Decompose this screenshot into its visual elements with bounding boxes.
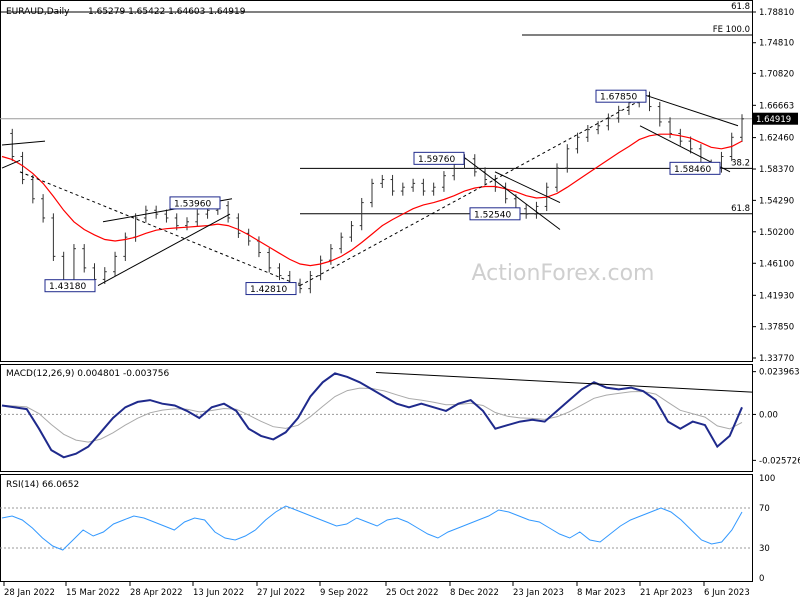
trend-line — [494, 171, 561, 204]
price-annotation-box — [413, 151, 465, 165]
trend-line — [19, 171, 301, 287]
price-y-tick-label: 1.37850 — [759, 323, 794, 333]
trend-line — [299, 94, 651, 286]
last-price-label: 1.64919 — [756, 115, 791, 125]
last-price-box — [753, 112, 798, 125]
rsi-panel — [0, 474, 753, 582]
price-annotation-label: 1.58460 — [674, 165, 711, 175]
rsi-y-tick-label: 70 — [759, 504, 770, 514]
price-y-tick-label: 1.46100 — [759, 259, 794, 269]
trend-line — [97, 213, 231, 286]
trend-line — [1, 140, 46, 146]
x-axis-tick-label: 9 Sep 2022 — [320, 588, 368, 598]
x-axis-tick-label: 28 Apr 2022 — [130, 588, 183, 598]
price-y-tick-label: 1.66663 — [759, 101, 794, 111]
x-axis-tick-label: 6 Jun 2023 — [704, 588, 750, 598]
price-annotation-label: 1.43180 — [49, 282, 86, 292]
price-y-tick-label: 1.74810 — [759, 39, 794, 49]
macd-title: MACD(12,26,9) 0.004801 -0.003756 — [6, 369, 169, 379]
macd-divergence-line — [375, 371, 753, 393]
price-y-tick-label: 1.33770 — [759, 354, 794, 364]
price-layer: 1.78810 1.74810 1.70820 1.66663 1.62460 1.583… — [0, 2, 798, 364]
rsi-layer: 100 70 30 0 — [0, 474, 775, 584]
price-annotation-label: 1.67850 — [600, 93, 637, 103]
trend-line — [644, 94, 739, 127]
watermark: ActionForex.com — [472, 261, 655, 286]
price-annotation-label: 1.59760 — [418, 155, 455, 165]
fib-level-label: 61.8 — [731, 2, 750, 12]
fib-level-label: 38.2 — [731, 158, 750, 168]
x-axis-tick-label: 28 Jan 2022 — [4, 588, 55, 598]
price-annotation-box — [169, 196, 221, 210]
price-y-tick-label: 1.54290 — [759, 196, 794, 206]
price-annotation-label: 1.52540 — [474, 210, 511, 220]
rsi-y-tick-label: 30 — [759, 544, 770, 554]
price-annotation-box — [669, 161, 721, 175]
macd-layer: 0.023963 0.00 -0.025726 — [0, 368, 800, 466]
price-y-tick-label: 1.78810 — [759, 8, 794, 18]
x-axis-tick-label: 27 Jul 2022 — [257, 588, 305, 598]
rsi-y-tick-label: 0 — [759, 574, 764, 584]
rsi-title: RSI(14) 66.0652 — [6, 480, 79, 490]
price-annotation-label: 1.53960 — [174, 199, 211, 209]
macd-panel — [0, 364, 753, 472]
x-axis-tick-label: 21 Apr 2023 — [640, 588, 693, 598]
x-axis-tick-label: 13 Jun 2022 — [193, 588, 244, 598]
price-y-tick-label: 1.41930 — [759, 291, 794, 301]
trend-line — [462, 156, 561, 230]
price-y-tick-label: 1.58370 — [759, 165, 794, 175]
x-axis-tick-label: 25 Oct 2022 — [386, 588, 439, 598]
fib-level-label: 61.8 — [731, 204, 750, 214]
price-annotation-box — [44, 279, 96, 293]
x-axis-tick-label: 15 Mar 2022 — [66, 588, 120, 598]
macd-y-tick-label: 0.00 — [759, 410, 778, 420]
price-annotation-label: 1.42810 — [250, 285, 287, 295]
rsi-line — [1, 505, 743, 551]
macd-y-tick-label: 0.023963 — [759, 368, 800, 378]
price-panel — [0, 0, 753, 362]
price-annotation-box — [245, 282, 297, 296]
moving-average-line — [1, 133, 743, 267]
price-annotation-box — [595, 89, 647, 103]
price-y-tick-label: 1.50200 — [759, 228, 794, 238]
price-y-tick-label: 1.70820 — [759, 69, 794, 79]
rsi-y-tick-label: 100 — [759, 474, 775, 484]
x-axis-tick-label: 8 Mar 2023 — [577, 588, 625, 598]
x-axis-tick-label: 23 Jan 2023 — [513, 588, 564, 598]
price-y-tick-label: 1.62460 — [759, 134, 794, 144]
x-axis-tick-label: 8 Dec 2022 — [450, 588, 499, 598]
macd-line — [1, 372, 743, 459]
macd-y-tick-label: -0.025726 — [759, 456, 800, 466]
x-axis: 28 Jan 2022 15 Mar 2022 28 Apr 2022 13 Jun … — [3, 582, 750, 598]
fib-level-label: FE 100.0 — [713, 25, 750, 35]
price-annotation-box — [469, 207, 521, 221]
trend-line — [1, 159, 21, 169]
